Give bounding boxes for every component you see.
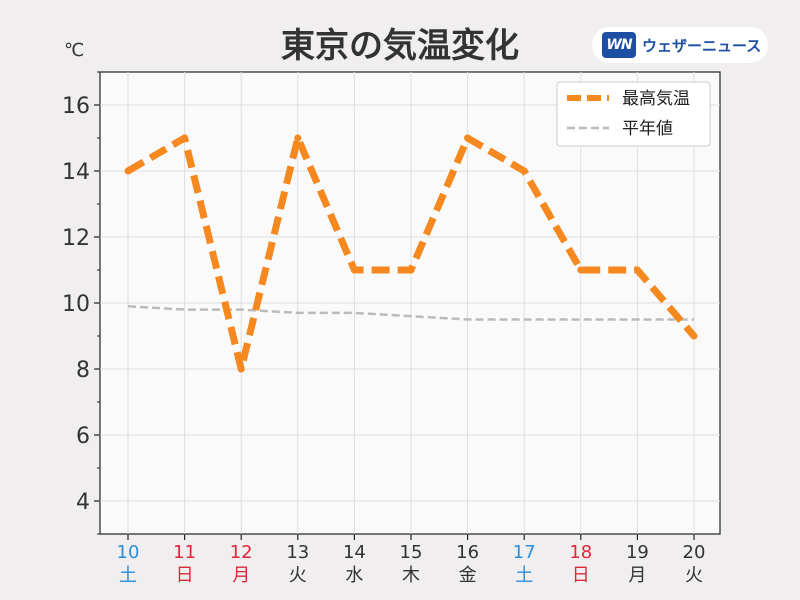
- series-point-max: [520, 167, 528, 175]
- x-tick-weekday-label: 水: [345, 565, 363, 586]
- y-tick-label: 4: [76, 490, 90, 515]
- x-tick-day-label: 14: [343, 542, 366, 563]
- series-point-max: [633, 266, 641, 274]
- legend-label-max: 最高気温: [622, 89, 690, 109]
- x-tick-day-label: 18: [569, 542, 592, 563]
- x-tick-day-label: 11: [173, 542, 196, 563]
- x-tick-weekday-label: 金: [459, 565, 477, 586]
- series-point-max: [237, 365, 245, 373]
- x-tick-weekday-label: 火: [289, 565, 307, 586]
- x-tick-day-label: 10: [117, 542, 140, 563]
- series-point-max: [124, 167, 132, 175]
- brand-logo-icon: WN: [602, 32, 636, 58]
- x-tick-weekday-label: 木: [402, 565, 420, 586]
- y-tick-label: 6: [76, 424, 90, 449]
- brand-badge: WN ウェザーニュース: [592, 27, 768, 63]
- x-tick-weekday-label: 土: [119, 565, 137, 586]
- series-point-max: [294, 134, 302, 142]
- y-tick-label: 12: [62, 226, 90, 251]
- y-tick-label: 16: [62, 94, 90, 119]
- x-tick-day-label: 19: [626, 542, 649, 563]
- x-tick-weekday-label: 月: [628, 565, 646, 586]
- x-tick-day-label: 16: [456, 542, 479, 563]
- series-point-max: [407, 266, 415, 274]
- x-tick-weekday-label: 土: [515, 565, 533, 586]
- x-tick-weekday-label: 火: [685, 565, 703, 586]
- y-tick-label: 14: [62, 160, 90, 185]
- x-tick-day-label: 17: [513, 542, 536, 563]
- series-point-max: [690, 332, 698, 340]
- series-line-normal: [127, 305, 694, 321]
- series-point-max: [350, 266, 358, 274]
- x-tick-day-label: 13: [286, 542, 309, 563]
- x-tick-day-label: 20: [683, 542, 706, 563]
- x-tick-weekday-label: 月: [232, 565, 250, 586]
- chart-title: 東京の気温変化: [281, 26, 519, 66]
- legend-label-normal: 平年値: [622, 119, 673, 139]
- series-point-max: [181, 134, 189, 142]
- x-tick-weekday-label: 日: [572, 565, 590, 586]
- x-tick-weekday-label: 日: [176, 565, 194, 586]
- y-unit-label: ℃: [64, 40, 84, 61]
- series-point-max: [577, 266, 585, 274]
- y-tick-label: 10: [62, 292, 90, 317]
- brand-name: ウェザーニュース: [642, 36, 762, 55]
- series-point-max: [464, 134, 472, 142]
- x-tick-day-label: 15: [400, 542, 423, 563]
- x-tick-day-label: 12: [230, 542, 253, 563]
- legend: 最高気温 平年値: [556, 81, 711, 147]
- y-tick-label: 8: [76, 358, 90, 383]
